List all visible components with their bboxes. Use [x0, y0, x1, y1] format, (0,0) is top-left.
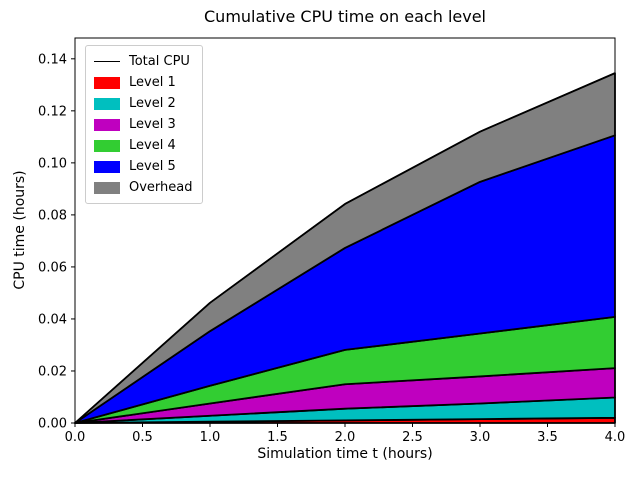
legend-entry-level-5: Level 5 [94, 156, 193, 177]
legend-color-swatch [94, 118, 120, 131]
legend-label: Level 1 [129, 75, 176, 90]
x-tick-label: 2.5 [402, 430, 423, 445]
y-tick-label: 0.14 [38, 52, 67, 67]
legend-color-swatch [94, 139, 120, 152]
legend-label: Total CPU [129, 54, 190, 69]
y-tick-label: 0.00 [38, 417, 67, 432]
chart-title: Cumulative CPU time on each level [204, 7, 486, 26]
x-tick-label: 0.5 [132, 430, 153, 445]
x-tick-label: 2.0 [335, 430, 356, 445]
legend-entry-level-1: Level 1 [94, 72, 193, 93]
legend-color-swatch [94, 97, 120, 110]
y-tick-label: 0.04 [38, 312, 67, 327]
y-tick-label: 0.10 [38, 156, 67, 171]
y-tick-label: 0.12 [38, 104, 67, 119]
legend-label: Level 3 [129, 117, 176, 132]
x-tick-label: 3.5 [537, 430, 558, 445]
x-tick-label: 1.0 [200, 430, 221, 445]
x-tick-label: 0.0 [65, 430, 86, 445]
total-cpu-line [74, 72, 616, 424]
legend-entry-level-2: Level 2 [94, 93, 193, 114]
x-tick-label: 1.5 [267, 430, 288, 445]
x-tick-label: 3.0 [470, 430, 491, 445]
legend-color-swatch [94, 76, 120, 89]
legend-color-swatch [94, 160, 120, 173]
y-tick-label: 0.08 [38, 208, 67, 223]
legend-entry-level-4: Level 4 [94, 135, 193, 156]
x-tick-label: 4.0 [605, 430, 626, 445]
legend-entry-total-cpu: Total CPU [94, 51, 193, 72]
legend-label: Level 2 [129, 96, 176, 111]
y-tick-label: 0.06 [38, 260, 67, 275]
y-tick-label: 0.02 [38, 364, 67, 379]
legend-line-swatch [94, 61, 120, 62]
legend-label: Level 4 [129, 138, 176, 153]
legend: Total CPU Level 1 Level 2 Level 3 Level 4 Lev… [85, 45, 203, 204]
legend-entry-level-3: Level 3 [94, 114, 193, 135]
x-axis-label: Simulation time t (hours) [257, 446, 433, 462]
legend-color-swatch [94, 181, 120, 194]
y-axis-label: CPU time (hours) [12, 170, 28, 290]
legend-label: Overhead [129, 180, 193, 195]
legend-label: Level 5 [129, 159, 176, 174]
legend-entry-overhead: Overhead [94, 177, 193, 198]
